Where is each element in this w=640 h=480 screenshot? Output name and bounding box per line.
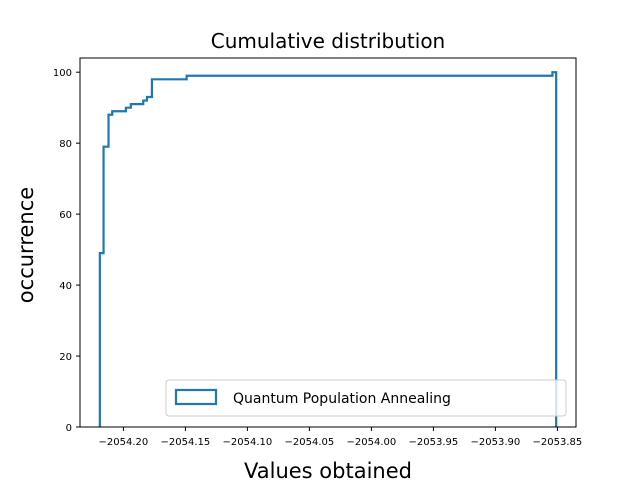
x-tick-label: −2054.15 (161, 437, 211, 448)
chart-title: Cumulative distribution (211, 29, 445, 53)
axes (79, 57, 577, 428)
x-tick-label: −2053.90 (471, 437, 521, 448)
y-tick-label: 0 (66, 423, 72, 434)
y-tick-label: 20 (59, 352, 72, 363)
series-step-line-0 (98, 71, 558, 427)
x-axis-ticks: −2054.20 −2054.15 −2054.10 −2054.05 −2054.00… (99, 427, 583, 448)
y-axis-ticks: 0 20 40 60 80 100 (53, 68, 80, 434)
y-axis-label: occurrence (14, 187, 38, 303)
x-tick-label: −2054.20 (99, 437, 149, 448)
plot-area (98, 71, 558, 427)
y-tick-label: 60 (59, 210, 72, 221)
x-tick-label: −2054.10 (223, 437, 273, 448)
x-tick-label: −2054.00 (347, 437, 397, 448)
legend-swatch (174, 388, 218, 406)
x-tick-label: −2053.85 (533, 437, 583, 448)
x-axis-label: Values obtained (244, 459, 412, 480)
y-tick-label: 80 (59, 139, 72, 150)
legend-entry-label: Quantum Population Annealing (233, 391, 451, 407)
x-tick-label: −2054.05 (285, 437, 335, 448)
legend-box (165, 379, 567, 417)
x-tick-label: −2053.95 (409, 437, 459, 448)
y-tick-label: 100 (53, 68, 72, 79)
y-tick-label: 40 (59, 281, 72, 292)
legend: Quantum Population Annealing (165, 379, 567, 417)
plot-frame (79, 57, 577, 428)
